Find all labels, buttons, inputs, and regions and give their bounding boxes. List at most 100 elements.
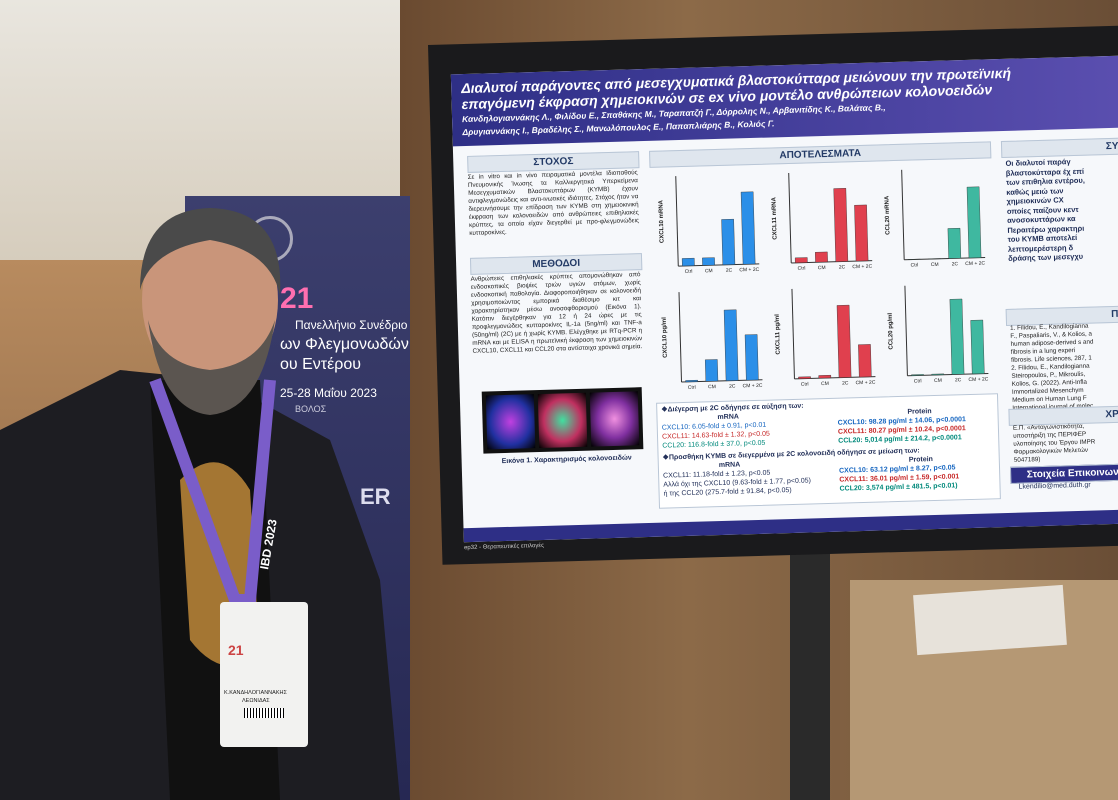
x-tick-label: Ctrl: [798, 266, 806, 272]
mini-chart: CXCL11 mRNA Ctrl CM 2C CM + 2C: [771, 172, 873, 272]
x-tick-label: CM + 2C: [855, 380, 875, 387]
axis: [904, 285, 908, 376]
poster: Διαλυτοί παράγοντες από μεσεγχυματικά βλ…: [450, 55, 1118, 543]
x-tick-label: CM: [818, 265, 826, 271]
x-tick-label: CM: [931, 262, 939, 268]
axis: [791, 288, 795, 379]
x-tick-label: 2C: [952, 261, 959, 267]
x-tick-label: Ctrl: [801, 382, 809, 388]
lanyard-strap: [149, 377, 276, 606]
poster-footer: [463, 509, 1118, 543]
badge: 21 Κ.ΚΑΝΔΗΛΟΓΙΑΝΝΑΚΗΣ ΛΕΩΝΙΔΑΣ: [220, 602, 308, 747]
y-axis-label: CXCL11 pg/ml: [775, 314, 782, 355]
banner-text: ER: [360, 484, 391, 509]
y-axis-label: CCL20 mRNA: [884, 195, 891, 235]
x-tick-label: CM + 2C: [743, 383, 763, 390]
badge-number: 21: [228, 642, 244, 658]
bar: [704, 359, 719, 382]
x-tick-label: 2C: [726, 268, 733, 274]
figure-caption: Εικόνα 1. Χαρακτηρισμός κολονοειδών: [501, 454, 632, 466]
bar: [681, 257, 695, 267]
hair: [140, 208, 281, 295]
result-line: CCL20: 116.8-fold ± 37.0, p<0.05: [662, 439, 766, 450]
monitor: Διαλυτοί παράγοντες από μεσεγχυματικά βλ…: [428, 25, 1118, 565]
mini-chart: CXCL10 mRNA Ctrl CM 2C CM + 2C: [658, 176, 760, 275]
paper-box: [913, 584, 1067, 656]
chart-grid: CXCL10 mRNA Ctrl CM 2C CM + 2C CXCL11 mRNA Ctr…: [649, 157, 995, 398]
banner-text: ων Φλεγμονωδών: [280, 336, 409, 353]
banner-text: Πανελλήνιο Συνέδριο: [295, 318, 408, 332]
footer-label: ep32 - Θεραπευτικές επιλογές: [463, 542, 545, 552]
y-axis-label: CXCL11 mRNA: [771, 196, 778, 239]
bar: [911, 374, 924, 376]
x-tick-label: CM + 2C: [739, 267, 759, 274]
conclusion-text: Οι διαλυτοί παράγ βλαστοκύτταρα έχ επί τ…: [1005, 157, 1086, 263]
bar: [685, 379, 698, 383]
bar: [798, 376, 811, 379]
x-tick-label: CM: [705, 268, 713, 274]
x-tick-label: Ctrl: [910, 262, 918, 268]
x-tick-label: 2C: [729, 384, 736, 390]
x-tick-label: CM + 2C: [852, 264, 872, 271]
banner-text: ου Εντέρου: [280, 356, 361, 373]
bar: [833, 188, 849, 262]
face: [142, 212, 278, 388]
beard: [148, 320, 275, 415]
bar: [908, 258, 921, 260]
goal-text: Σε in vitro και in vivo πειραματικά μοντ…: [467, 169, 640, 237]
bar: [931, 373, 945, 376]
x-tick-label: CM: [821, 381, 829, 387]
result-line: CCL20: 3,574 pg/ml ± 481.5, p<0.01): [839, 482, 958, 493]
bar: [818, 374, 832, 379]
bar: [947, 227, 962, 259]
y-axis-label: CXCL10 mRNA: [658, 199, 665, 243]
banner-number: 21: [280, 282, 314, 315]
x-tick-label: Ctrl: [688, 385, 696, 391]
x-tick-label: 2C: [955, 377, 962, 383]
references-text: 1. Filidou, E., Kandilogianna F., Paspal…: [1010, 322, 1094, 412]
funding-text: Ε.Π. «Ανταγωνιστικότητα, υποστήριξη της …: [1012, 422, 1096, 464]
person: IBD 2023: [0, 208, 400, 800]
bar: [858, 344, 872, 378]
mini-chart: CXCL10 pg/ml Ctrl CM 2C CM + 2C: [662, 292, 763, 391]
micrograph: [589, 391, 640, 447]
axis: [788, 172, 792, 263]
contact-email: Lkendilio@med.duth.gr: [1018, 481, 1091, 491]
bar: [744, 334, 759, 381]
results-list: CXCL11: 11.18-fold ± 1.23, p<0.05 Αλλά όχ…: [659, 462, 1000, 501]
axis: [675, 176, 679, 267]
bar: [740, 191, 756, 265]
x-tick-label: 2C: [842, 380, 849, 386]
bar: [966, 186, 982, 259]
micrograph: [485, 394, 536, 450]
results-box: ❖Διέγερση με 2C οδήγησε σε αύξηση των: m…: [656, 393, 1001, 509]
barcode: [244, 708, 284, 718]
bar: [794, 257, 808, 264]
section-header: ΣΥΜΠ: [1000, 137, 1118, 159]
bar: [721, 218, 736, 266]
micrograph: [537, 392, 588, 449]
mini-chart: CCL20 mRNA Ctrl CM 2C CM + 2C: [884, 169, 986, 269]
mini-chart: CCL20 pg/ml Ctrl CM 2C CM + 2C: [888, 285, 989, 385]
badge-name: Κ.ΚΑΝΔΗΛΟΓΙΑΝΝΑΚΗΣ: [224, 690, 287, 696]
mini-chart: CXCL11 pg/ml Ctrl CM 2C CM + 2C: [775, 288, 876, 388]
badge-name: ΛΕΩΝΙΔΑΣ: [242, 698, 270, 704]
axis: [901, 169, 905, 260]
x-tick-label: CM + 2C: [968, 376, 988, 383]
axis: [678, 292, 683, 383]
x-tick-label: Ctrl: [914, 378, 922, 384]
y-axis-label: CCL20 pg/ml: [888, 312, 895, 349]
bar: [970, 319, 985, 375]
bar: [815, 251, 828, 263]
bar: [928, 258, 941, 260]
stand-pole: [790, 540, 830, 800]
banner-city: ΒΟΛΟΣ: [295, 404, 327, 414]
banner-dates: 25-28 Μαΐου 2023: [280, 386, 377, 400]
x-tick-label: CM: [708, 384, 716, 390]
x-tick-label: Ctrl: [685, 269, 693, 275]
bar: [949, 298, 965, 375]
figure: [481, 387, 644, 454]
results-list: CXCL10: 6.05-fold ± 0.91, p<0.01 CXCL11: …: [658, 414, 999, 453]
bar: [854, 204, 869, 262]
